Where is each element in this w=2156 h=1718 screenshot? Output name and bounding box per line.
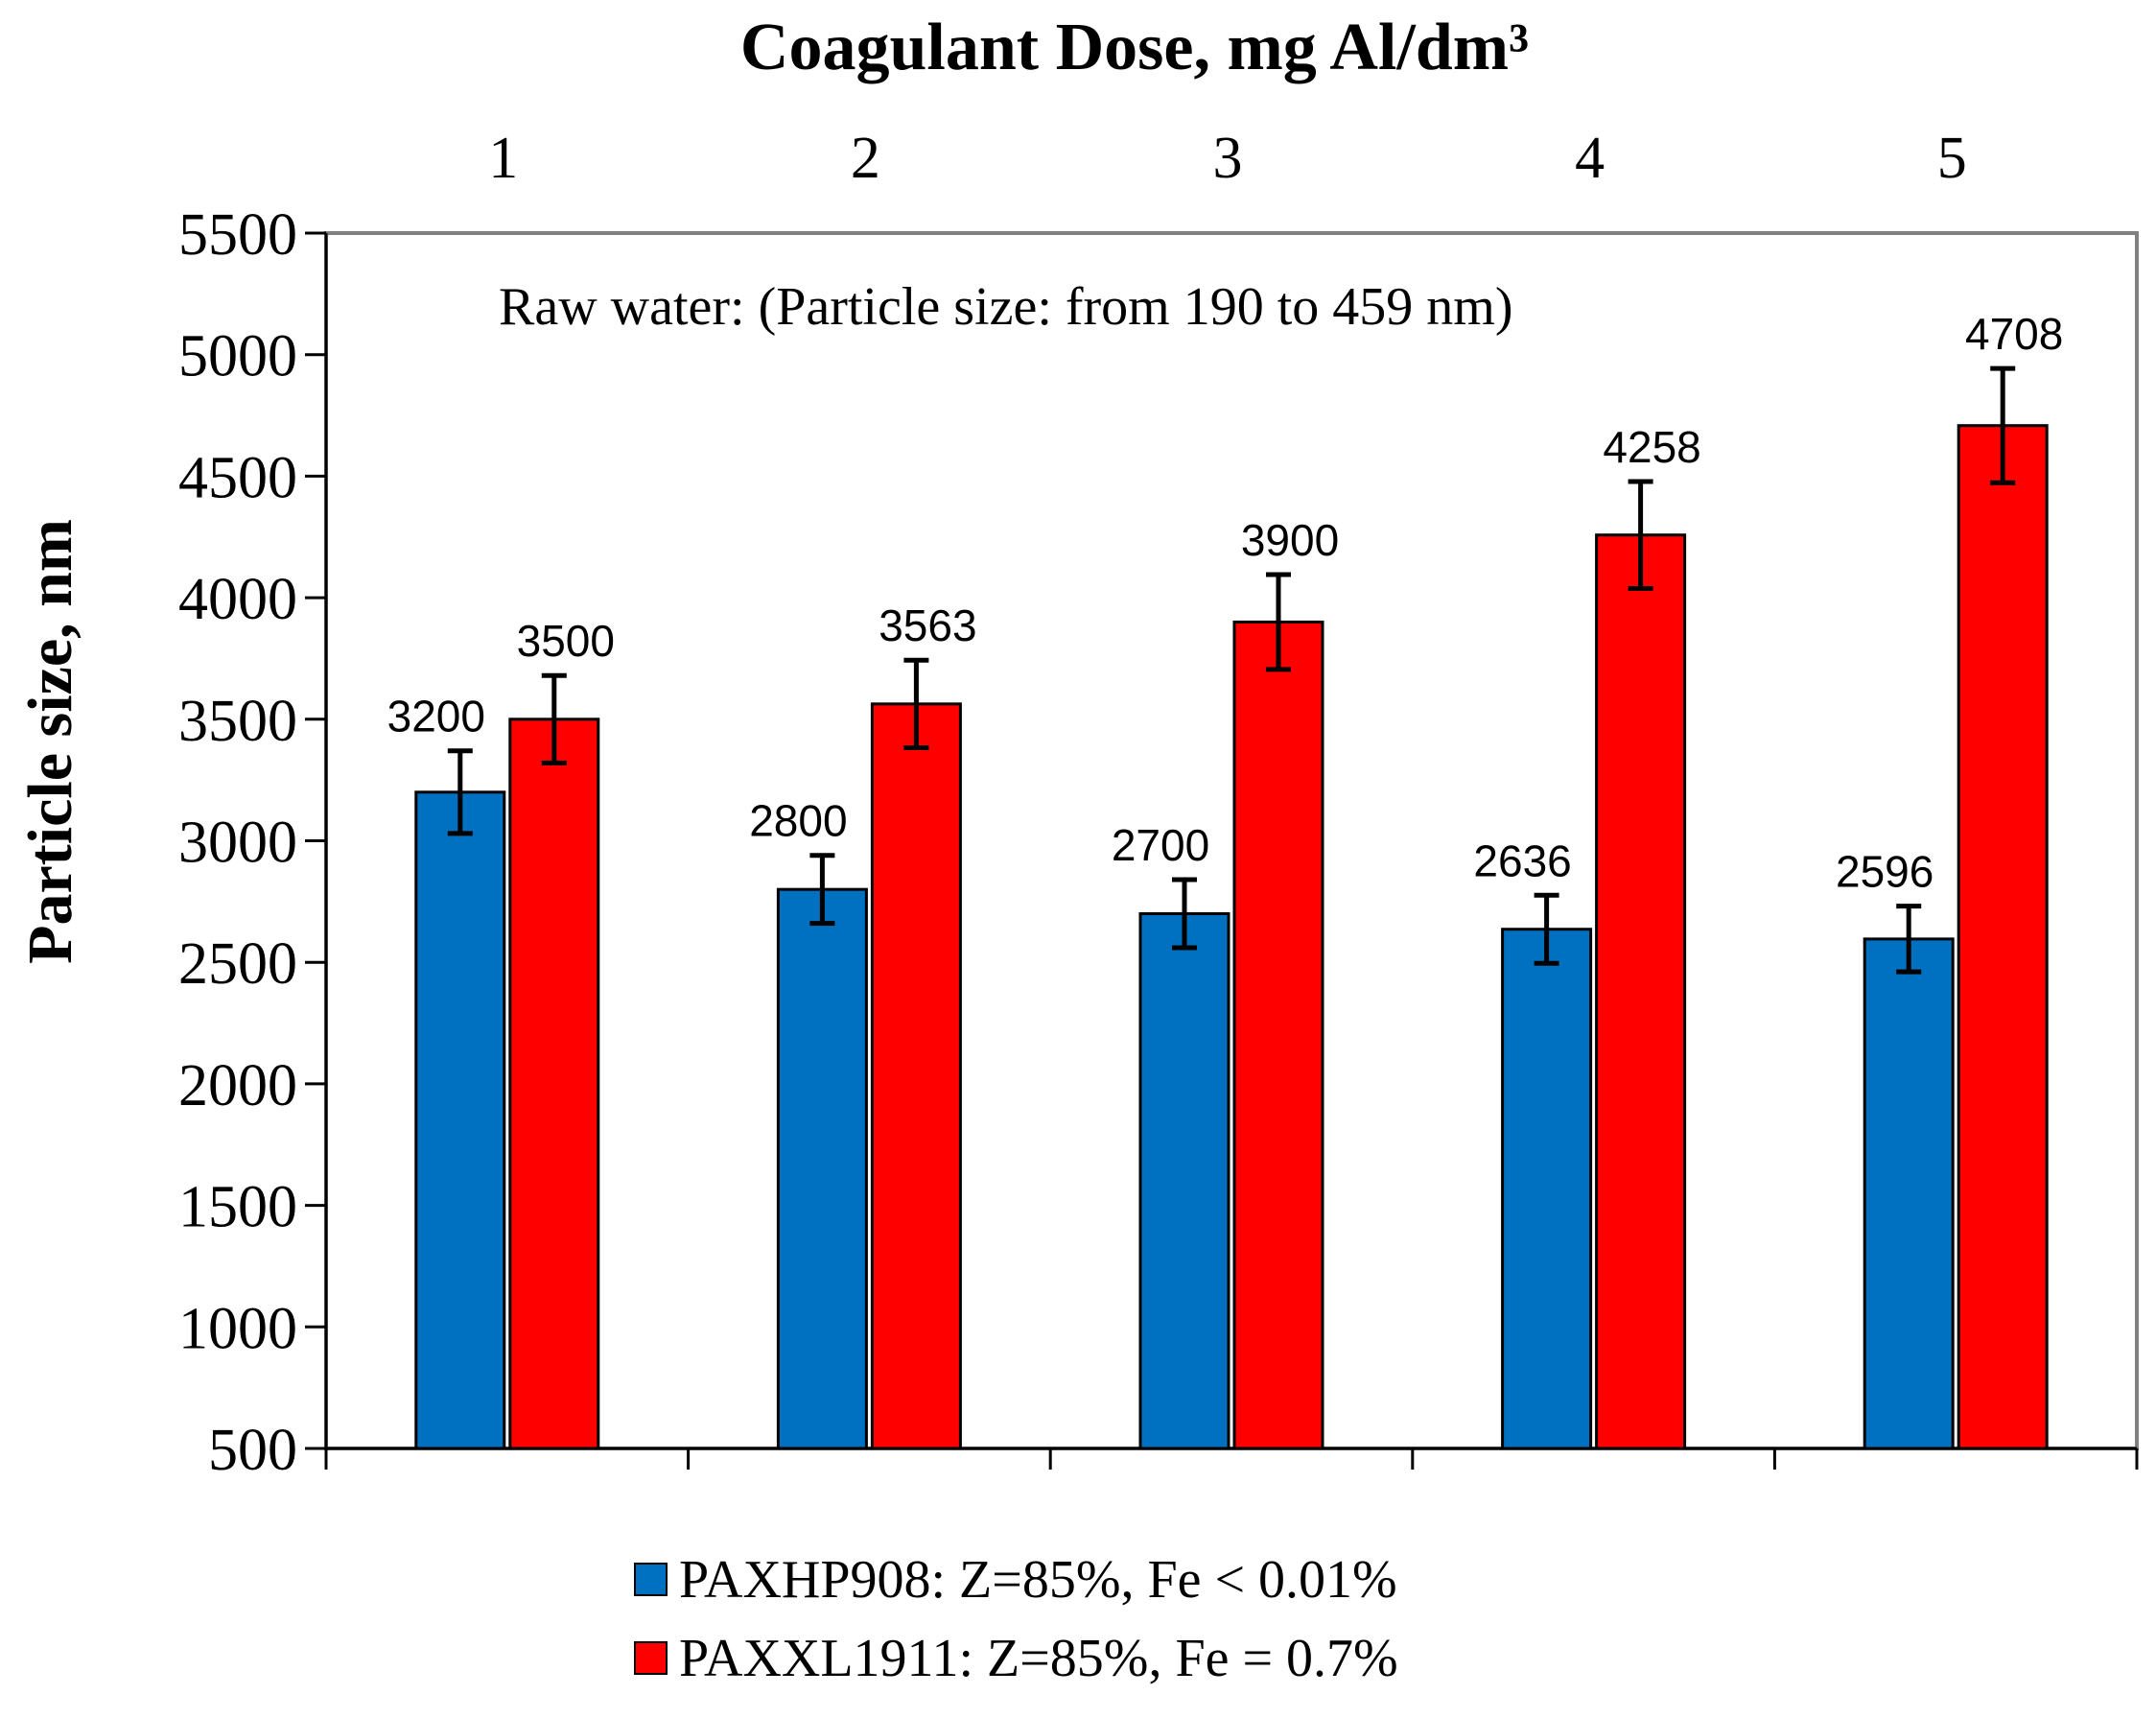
y-tick-label: 1000 [178,1296,297,1361]
y-tick-label: 1500 [178,1175,297,1240]
data-label: 2596 [1836,847,1933,897]
data-label: 3500 [517,616,615,666]
legend-swatch-series-1 [634,1563,668,1596]
bar-series-1 [1501,928,1593,1450]
bar-series-1 [1138,912,1230,1450]
legend-label-series-1: PAXHP908: Z=85%, Fe < 0.01% [679,1550,1397,1610]
bar-series-2 [508,718,600,1450]
y-tick-label: 2000 [178,1053,297,1118]
y-tick-label: 4500 [178,445,297,510]
data-label: 3900 [1241,515,1339,565]
x-category-label: 1 [488,126,518,191]
x-category-label: 4 [1575,126,1605,191]
data-label: 2636 [1473,835,1571,885]
x-category-label: 2 [851,126,880,191]
bar-series-2 [870,702,962,1450]
bar-series-2 [1595,533,1687,1450]
bar-series-1 [776,887,868,1450]
legend-label-series-2: PAXXL1911: Z=85%, Fe = 0.7% [679,1629,1398,1688]
bar-series-2 [1957,424,2049,1450]
y-tick-label: 5000 [178,324,297,389]
bar-series-1 [1863,937,1955,1450]
legend-swatch-series-2 [634,1641,668,1675]
data-label: 2700 [1112,820,1209,870]
data-label: 3200 [387,692,485,741]
bar-series-2 [1232,620,1324,1450]
x-category-label: 3 [1213,126,1243,191]
y-tick-label: 5500 [178,202,297,268]
data-label: 2800 [749,796,847,846]
x-category-label: 5 [1937,126,1967,191]
y-tick-label: 2500 [178,931,297,997]
bar-series-1 [414,790,506,1450]
y-tick-label: 4000 [178,567,297,632]
raw-water-annotation: Raw water: (Particle size: from 190 to 4… [499,277,1513,337]
data-label: 4258 [1603,422,1700,472]
y-tick-label: 500 [208,1418,297,1483]
chart-title: Coagulant Dose, mg Al/dm³ [740,11,1529,84]
y-tick-label: 3000 [178,811,297,876]
y-tick-label: 3500 [178,689,297,754]
data-label: 3563 [879,600,976,650]
y-axis-label: Particle size, nm [15,519,85,964]
data-label: 4708 [1965,309,2063,359]
